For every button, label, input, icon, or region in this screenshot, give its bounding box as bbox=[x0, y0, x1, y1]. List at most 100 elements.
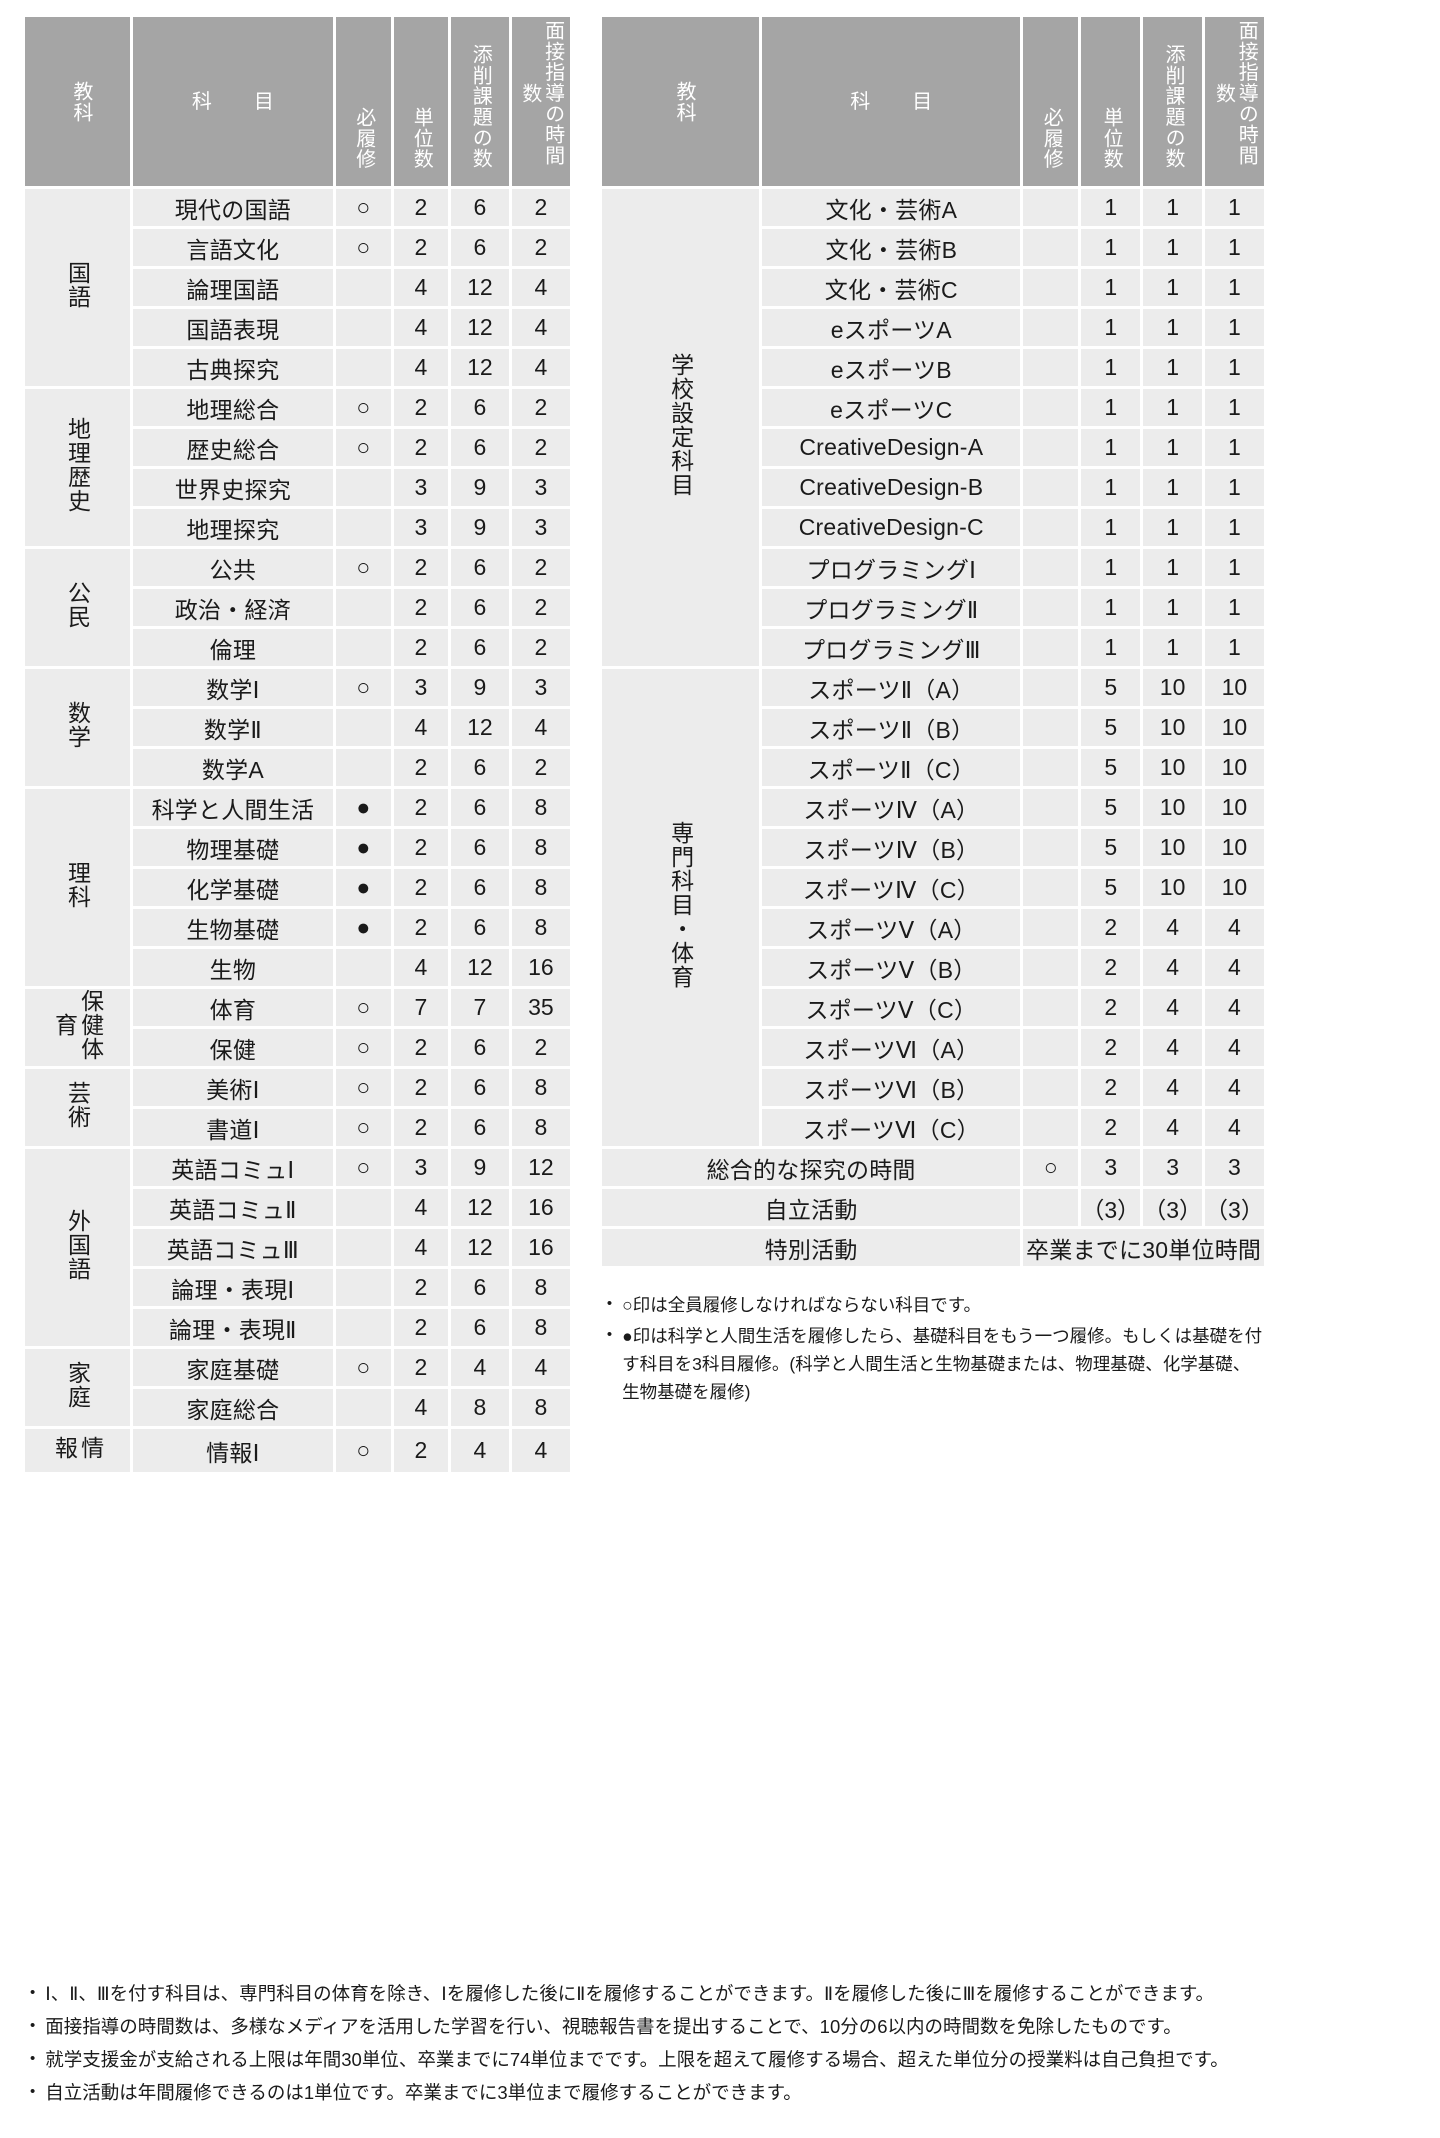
header-interviews-label: 面接指導の時間数 bbox=[518, 20, 564, 166]
table-row: 自立活動 （3） （3） （3） bbox=[601, 1189, 1264, 1227]
units-cell: 2 bbox=[393, 829, 448, 867]
header-dept-label: 教科 bbox=[69, 81, 92, 123]
subject-cell: スポーツⅤ（A） bbox=[762, 909, 1021, 947]
units-cell: 2 bbox=[393, 909, 448, 947]
interviews-cell: 4 bbox=[1205, 989, 1264, 1027]
subject-cell: 数学Ⅰ bbox=[132, 669, 333, 707]
units-cell: （3） bbox=[1081, 1189, 1141, 1227]
subject-cell: 英語コミュⅢ bbox=[132, 1229, 333, 1267]
dept-label: 学校設定科目 bbox=[667, 353, 694, 497]
required-empty bbox=[1023, 549, 1079, 587]
bullet-icon: • bbox=[30, 2049, 36, 2067]
interviews-cell: 12 bbox=[511, 1149, 570, 1187]
tasks-cell: 1 bbox=[1143, 309, 1202, 347]
tasks-cell: 1 bbox=[1143, 509, 1202, 547]
subject-cell: プログラミングⅠ bbox=[762, 549, 1021, 587]
tasks-cell: 12 bbox=[450, 269, 509, 307]
interviews-cell: 1 bbox=[1205, 269, 1264, 307]
required-circle-icon: ○ bbox=[335, 1349, 391, 1387]
header-tasks: 添削課題の数 bbox=[450, 17, 509, 187]
dept-cell: 国語 bbox=[25, 189, 130, 387]
dept-label: 地理歴史 bbox=[64, 417, 91, 513]
units-cell: 2 bbox=[1081, 909, 1141, 947]
tasks-cell: 6 bbox=[450, 1069, 509, 1107]
tasks-cell: 4 bbox=[450, 1349, 509, 1387]
subject-cell: 地理総合 bbox=[132, 389, 333, 427]
units-cell: 3 bbox=[393, 1149, 448, 1187]
interviews-cell: 8 bbox=[511, 829, 570, 867]
header-row: 教科 科 目 必履修 単位数 添削課題の数 面接指導の時間数 bbox=[25, 17, 570, 187]
tasks-cell: 6 bbox=[450, 389, 509, 427]
required-circle-icon: ○ bbox=[335, 549, 391, 587]
required-empty bbox=[335, 1309, 391, 1347]
required-filled-circle-icon: ● bbox=[335, 829, 391, 867]
side-note-item: • ○印は全員履修しなければならない科目です。 bbox=[607, 1291, 1267, 1319]
table-row: eスポーツA 1 1 1 bbox=[602, 309, 1264, 347]
left-table-header: 教科 科 目 必履修 単位数 添削課題の数 面接指導の時間数 bbox=[25, 17, 570, 187]
tasks-cell: 7 bbox=[450, 989, 509, 1027]
units-cell: 4 bbox=[393, 309, 448, 347]
subject-cell: 地理探究 bbox=[132, 509, 333, 547]
subject-cell: 書道Ⅰ bbox=[132, 1109, 333, 1147]
table-row: 歴史総合 ○ 2 6 2 bbox=[25, 429, 570, 467]
dept-cell: 地理歴史 bbox=[25, 389, 130, 547]
tasks-cell: 10 bbox=[1143, 749, 1202, 787]
dept-cell: 芸術 bbox=[25, 1069, 130, 1147]
interviews-cell: 1 bbox=[1205, 589, 1264, 627]
units-cell: 2 bbox=[393, 1109, 448, 1147]
dept-label: 公民 bbox=[64, 581, 91, 629]
units-cell: 2 bbox=[1081, 1109, 1141, 1147]
required-empty bbox=[1023, 189, 1079, 227]
dept-cell: 保健体育 bbox=[25, 989, 130, 1067]
table-row: 特別活動 卒業までに30単位時間 bbox=[601, 1229, 1264, 1267]
table-row: 外国語 英語コミュⅠ ○ 3 9 12 bbox=[25, 1149, 570, 1347]
subject-cell: スポーツⅥ（C） bbox=[762, 1109, 1021, 1147]
subject-cell: 文化・芸術A bbox=[762, 189, 1021, 227]
required-empty bbox=[1023, 389, 1079, 427]
tasks-cell: 1 bbox=[1143, 549, 1202, 587]
interviews-cell: 1 bbox=[1205, 189, 1264, 227]
units-cell: 4 bbox=[393, 349, 448, 387]
subject-cell: 英語コミュⅡ bbox=[132, 1189, 333, 1227]
subject-cell: スポーツⅣ（C） bbox=[762, 869, 1021, 907]
right-table-header: 教科 科 目 必履修 単位数 添削課題の数 面接指導の時間数 bbox=[601, 17, 1264, 187]
interviews-cell: 4 bbox=[511, 1349, 570, 1387]
right-curriculum-table: 教科 科 目 必履修 単位数 添削課題の数 面接指導の時間数 学校設定科目 文化・… bbox=[599, 14, 1267, 1269]
required-empty bbox=[1023, 909, 1079, 947]
tables-container: 教科 科 目 必履修 単位数 添削課題の数 面接指導の時間数 国語 現代の国語 ○ 2… bbox=[22, 14, 1418, 1475]
units-cell: 1 bbox=[1081, 229, 1141, 267]
subject-cell: 政治・経済 bbox=[132, 589, 333, 627]
interviews-cell: 8 bbox=[511, 789, 570, 827]
required-empty bbox=[1023, 949, 1079, 987]
tasks-cell: 1 bbox=[1143, 229, 1202, 267]
tasks-cell: 1 bbox=[1143, 589, 1202, 627]
header-required-label: 必履修 bbox=[352, 106, 375, 169]
subject-cell: プログラミングⅡ bbox=[762, 589, 1021, 627]
interviews-cell: 4 bbox=[1205, 909, 1264, 947]
interviews-cell: 2 bbox=[511, 189, 570, 227]
units-cell: 2 bbox=[1081, 1029, 1141, 1067]
required-empty bbox=[335, 949, 391, 987]
units-cell: 2 bbox=[393, 229, 448, 267]
table-row: 芸術 美術Ⅰ ○ 2 6 8 bbox=[25, 1069, 570, 1147]
interviews-cell: 4 bbox=[511, 309, 570, 347]
special-activity-note: 卒業までに30単位時間 bbox=[1023, 1229, 1264, 1267]
units-cell: 3 bbox=[1081, 1149, 1141, 1187]
interviews-cell: 10 bbox=[1205, 869, 1264, 907]
interviews-cell: 2 bbox=[511, 749, 570, 787]
tasks-cell: 1 bbox=[1143, 349, 1202, 387]
interviews-cell: 1 bbox=[1205, 509, 1264, 547]
table-row: 情報 情報Ⅰ ○ 2 4 4 bbox=[25, 1429, 570, 1473]
interviews-cell: 2 bbox=[511, 389, 570, 427]
table-row: 国語表現 4 12 4 bbox=[25, 309, 570, 347]
required-empty bbox=[1023, 1029, 1079, 1067]
footer-note-item: • 面接指導の時間数は、多様なメディアを活用した学習を行い、視聴報告書を提出するこ… bbox=[30, 2013, 1410, 2041]
units-cell: 2 bbox=[393, 189, 448, 227]
table-row: スポーツⅤ（B） 2 4 4 bbox=[602, 949, 1264, 987]
tasks-cell: 4 bbox=[450, 1429, 509, 1473]
interviews-cell: 3 bbox=[511, 669, 570, 707]
table-row: プログラミングⅢ 1 1 1 bbox=[602, 629, 1264, 667]
interviews-cell: 16 bbox=[511, 1189, 570, 1227]
units-cell: 1 bbox=[1081, 309, 1141, 347]
subject-cell: 論理・表現Ⅱ bbox=[132, 1309, 333, 1347]
